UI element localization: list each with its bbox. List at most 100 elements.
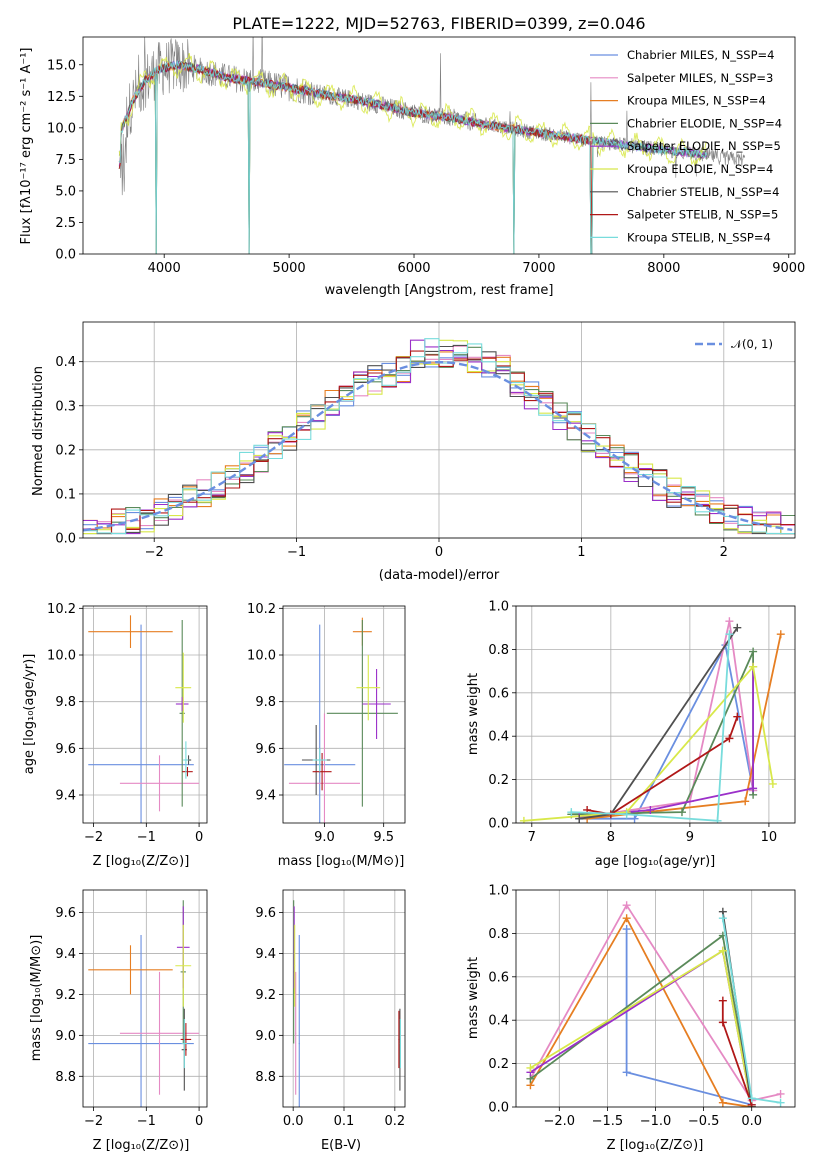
weight-series-0 xyxy=(579,642,754,820)
age_vs_Z-ticks: −2 −1 0 9.4 9.6 9.8 10.0 10.2 xyxy=(47,602,203,845)
spectrum-ytick-label: 12.5 xyxy=(47,90,76,105)
spectrum-ytick-label: 7.5 xyxy=(55,153,76,168)
age_vs_mass-ytick-label: 10.0 xyxy=(247,649,276,664)
massZ-xlabel: Z [log₁₀(Z/Z⊙)] xyxy=(93,1138,190,1153)
age_vs_mass-marks xyxy=(284,617,398,823)
errorbar-point-0 xyxy=(88,935,194,1107)
weight-marker-8-2 xyxy=(713,816,722,823)
legend-label-5: Kroupa ELODIE, N_SSP=4 xyxy=(627,162,773,176)
wAge-ylabel: mass weight xyxy=(466,673,481,755)
errorbar-point-1 xyxy=(119,755,200,812)
age_vs_Z-ytick-label: 9.6 xyxy=(55,742,76,757)
age_vs_mass-ytick-label: 10.2 xyxy=(247,602,276,617)
spectrum-legend: Chabrier MILES, N_SSP=4 Salpeter MILES, N… xyxy=(590,48,782,244)
weight-series-1 xyxy=(586,621,754,818)
residuals-ytick-label: 0.4 xyxy=(55,355,76,370)
residuals-xlabel: (data-model)/error xyxy=(379,568,500,583)
weight-marker-8-0 xyxy=(718,914,727,923)
model-spectrum-7 xyxy=(118,60,593,254)
weight-marker-8-1 xyxy=(747,1094,756,1103)
residuals-xtick-label: −2 xyxy=(145,545,164,560)
errorbar-point-2 xyxy=(88,945,173,995)
residuals-frame xyxy=(82,321,796,539)
mass_vs_ebv-ytick-label: 9.6 xyxy=(255,906,276,921)
weight_vs_Z-xtick-label: 0.0 xyxy=(741,1114,762,1129)
weight-marker-7-0 xyxy=(718,996,727,1005)
weight-series-1 xyxy=(529,903,781,1102)
age-vs-mass-plot: mass [log₁₀(M/M⊙)] 9.0 9.5 9.4 9.6 9.8 10.0 10… xyxy=(247,602,406,869)
normal-curve xyxy=(83,360,793,532)
age_vs_mass-xtick-label: 9.0 xyxy=(314,830,335,845)
weight-marker-2-1 xyxy=(622,914,631,923)
weight_vs_Z-xtick-label: −0.5 xyxy=(688,1114,720,1129)
weight-marker-3-2 xyxy=(749,647,758,656)
age_vs_Z-grid xyxy=(83,606,207,823)
errorbar-point-3 xyxy=(179,620,185,807)
massE-xlabel: E(B-V) xyxy=(321,1138,361,1153)
mass_vs_Z-background xyxy=(83,890,207,1107)
residual-histogram: (data-model)/error Normed distribution −… xyxy=(31,321,796,583)
age_vs_mass-background xyxy=(283,606,405,823)
weight-marker-1-1 xyxy=(622,901,631,910)
residuals-ylabel: Normed distribution xyxy=(31,366,46,496)
mass_vs_Z-ytick-label: 9.6 xyxy=(55,906,76,921)
mass_vs_ebv-xtick-label: 0.0 xyxy=(283,1114,304,1129)
mass_vs_Z-ticks: −2 −1 0 8.8 9.0 9.2 9.4 9.6 xyxy=(55,906,203,1129)
weight-series-5 xyxy=(523,664,774,822)
weight-marker-8-1 xyxy=(622,810,631,819)
errorbar-point-5 xyxy=(175,924,192,1007)
weight-marker-0-0 xyxy=(622,925,631,934)
spectrum-frame xyxy=(82,36,796,255)
spectrum-xtick-label: 5000 xyxy=(273,261,306,276)
age_vs_mass-xtick-label: 9.5 xyxy=(373,830,394,845)
mass_vs_ebv-ytick-label: 9.0 xyxy=(255,1029,276,1044)
errorbar-point-5 xyxy=(175,652,192,723)
spectrum-plot: PLATE=1222, MJD=52763, FIBERID=0399, z=0… xyxy=(19,14,805,298)
weight-marker-8-2 xyxy=(776,1098,785,1107)
weight_vs_age-xtick-label: 10 xyxy=(761,830,778,845)
weight-marker-5-1 xyxy=(718,946,727,955)
weight-marker-1-2 xyxy=(725,617,734,626)
weight_vs_Z-frame xyxy=(515,889,796,1108)
massZ-ylabel: mass [log₁₀(M/M⊙)] xyxy=(29,935,44,1062)
weight-marker-6-0 xyxy=(575,814,584,823)
errorbar-point-1 xyxy=(288,713,360,823)
errorbar-point-0 xyxy=(298,935,300,1107)
errorbar-point-7 xyxy=(312,753,332,791)
mass_vs_Z-marks xyxy=(88,900,200,1107)
weight_vs_Z-ytick-label: 0.6 xyxy=(488,970,509,985)
weight-marker-7-1 xyxy=(718,1018,727,1027)
age_vs_Z-ytick-label: 10.2 xyxy=(47,602,76,617)
weight-marker-1-3 xyxy=(776,1089,785,1098)
weight-marker-2-2 xyxy=(776,630,785,639)
weight_vs_Z-ytick-label: 0.4 xyxy=(488,1014,509,1029)
model-spectrum-8 xyxy=(118,60,708,254)
legend-label-6: Chabrier STELIB, N_SSP=4 xyxy=(627,185,779,199)
errorbar-point-1 xyxy=(295,971,297,1095)
age_vs_Z-xtick-label: −2 xyxy=(84,830,103,845)
age-vs-metallicity-plot: Z [log₁₀(Z/Z⊙)] age [log₁₀(age/yr)] −2 −1… xyxy=(22,602,208,869)
weight-marker-8-0 xyxy=(567,808,576,817)
residuals-xtick-label: 0 xyxy=(435,545,443,560)
spectrum-xtick-label: 8000 xyxy=(647,261,680,276)
weight_vs_age-xtick-label: 8 xyxy=(607,830,615,845)
spectrum-xtick-label: 6000 xyxy=(397,261,430,276)
wAge-xlabel: age [log₁₀(age/yr)] xyxy=(595,854,716,869)
weight_vs_Z-ytick-label: 1.0 xyxy=(488,884,509,899)
weight-marker-0-1 xyxy=(622,1068,631,1077)
legend-label-0: Chabrier MILES, N_SSP=4 xyxy=(627,48,774,62)
wZ-xlabel: Z [log₁₀(Z/Z⊙)] xyxy=(607,1138,704,1153)
weight_vs_age-frame xyxy=(515,605,796,824)
residuals-xtick-label: 2 xyxy=(720,545,728,560)
weight_vs_Z-ytick-label: 0.0 xyxy=(488,1101,509,1116)
weight_vs_age-marks xyxy=(519,617,785,823)
weight-marker-5-0 xyxy=(519,816,528,823)
weight-marker-8-3 xyxy=(725,630,734,639)
weight_vs_Z-xtick-label: −2.0 xyxy=(544,1114,576,1129)
errorbar-point-5 xyxy=(356,655,381,721)
residuals-xtick-label: −1 xyxy=(287,545,306,560)
mass_vs_Z-ytick-label: 9.4 xyxy=(55,947,76,962)
residual-hist-6 xyxy=(83,344,795,535)
mass_vs_ebv-marks xyxy=(293,900,401,1107)
errorbar-point-4 xyxy=(175,697,189,711)
